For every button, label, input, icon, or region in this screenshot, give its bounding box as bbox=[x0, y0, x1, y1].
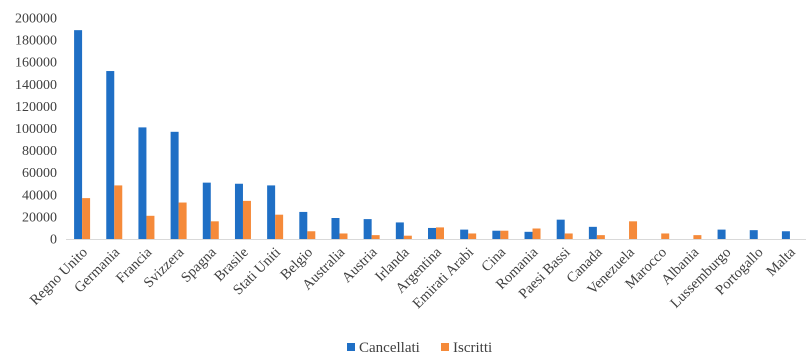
bar-iscritti-venezuela bbox=[629, 221, 638, 239]
legend-swatch-cancellati bbox=[347, 343, 355, 351]
bar-iscritti-spagna bbox=[210, 221, 219, 239]
bar-iscritti-belgio bbox=[307, 231, 316, 239]
bar-cancellati-australia bbox=[331, 218, 340, 239]
bar-cancellati-irlanda bbox=[395, 222, 404, 239]
x-tick-label: Austria bbox=[339, 244, 381, 286]
bar-iscritti-marocco bbox=[661, 233, 670, 239]
y-tick-label: 140000 bbox=[15, 78, 57, 93]
y-tick-label: 160000 bbox=[15, 56, 57, 71]
bar-cancellati-austria bbox=[363, 219, 372, 239]
bar-iscritti-paesi-bassi bbox=[564, 233, 573, 239]
bar-cancellati-francia bbox=[138, 127, 147, 239]
bar-cancellati-svizzera bbox=[170, 131, 179, 239]
bar-cancellati-stati-uniti bbox=[267, 185, 276, 239]
y-tick-label: 60000 bbox=[22, 166, 57, 181]
bar-cancellati-regno-unito bbox=[74, 30, 83, 239]
y-axis: 0 20000 40000 60000 80000 100000 120000 140000 1… bbox=[15, 12, 57, 248]
bar-iscritti-canada bbox=[596, 235, 605, 239]
legend-label-iscritti: Iscritti bbox=[453, 340, 492, 356]
bar-iscritti-svizzera bbox=[178, 202, 187, 239]
y-tick-label: 100000 bbox=[15, 122, 57, 137]
bar-iscritti-irlanda bbox=[403, 235, 412, 239]
x-tick-label: Malta bbox=[764, 244, 800, 280]
bar-cancellati-romania bbox=[524, 231, 533, 239]
bar-cancellati-paesi-bassi bbox=[556, 219, 565, 239]
bar-iscritti-regno-unito bbox=[82, 198, 91, 239]
bar-iscritti-stati-uniti bbox=[275, 214, 284, 239]
y-tick-label: 120000 bbox=[15, 100, 57, 115]
bar-cancellati-canada bbox=[588, 226, 597, 239]
y-tick-label: 0 bbox=[50, 233, 57, 248]
y-tick-label: 180000 bbox=[15, 34, 57, 49]
x-axis: Regno UnitoGermaniaFranciaSvizzeraSpagna… bbox=[27, 239, 806, 312]
bar-iscritti-austria bbox=[371, 235, 380, 239]
y-tick-label: 40000 bbox=[22, 188, 57, 203]
legend-label-cancellati: Cancellati bbox=[359, 340, 420, 356]
bar-cancellati-spagna bbox=[202, 182, 211, 239]
y-tick-label: 80000 bbox=[22, 144, 57, 159]
bar-iscritti-emirati-arabi bbox=[468, 233, 477, 239]
bar-iscritti-albania bbox=[693, 235, 702, 239]
bar-iscritti-francia bbox=[146, 215, 155, 239]
legend-swatch-iscritti bbox=[441, 343, 449, 351]
bar-cancellati-lussemburgo bbox=[717, 229, 726, 239]
bar-iscritti-romania bbox=[532, 228, 541, 239]
bar-iscritti-australia bbox=[339, 233, 348, 239]
bar-cancellati-brasile bbox=[234, 183, 243, 239]
bar-iscritti-germania bbox=[114, 185, 123, 239]
x-tick-label: Spagna bbox=[178, 244, 220, 286]
bar-cancellati-emirati-arabi bbox=[460, 229, 469, 239]
bar-cancellati-argentina bbox=[428, 227, 436, 239]
bar-cancellati-portogallo bbox=[749, 230, 758, 239]
bar-cancellati-belgio bbox=[299, 211, 308, 239]
bar-iscritti-argentina bbox=[436, 227, 444, 239]
legend: Cancellati Iscritti bbox=[347, 340, 492, 356]
bars bbox=[74, 30, 790, 239]
y-tick-label: 200000 bbox=[15, 12, 57, 27]
bar-cancellati-cina bbox=[492, 230, 501, 239]
bar-cancellati-germania bbox=[106, 71, 115, 239]
bar-cancellati-malta bbox=[781, 231, 790, 239]
y-tick-label: 20000 bbox=[22, 210, 57, 225]
bar-iscritti-brasile bbox=[242, 200, 251, 239]
bar-iscritti-cina bbox=[500, 230, 509, 239]
